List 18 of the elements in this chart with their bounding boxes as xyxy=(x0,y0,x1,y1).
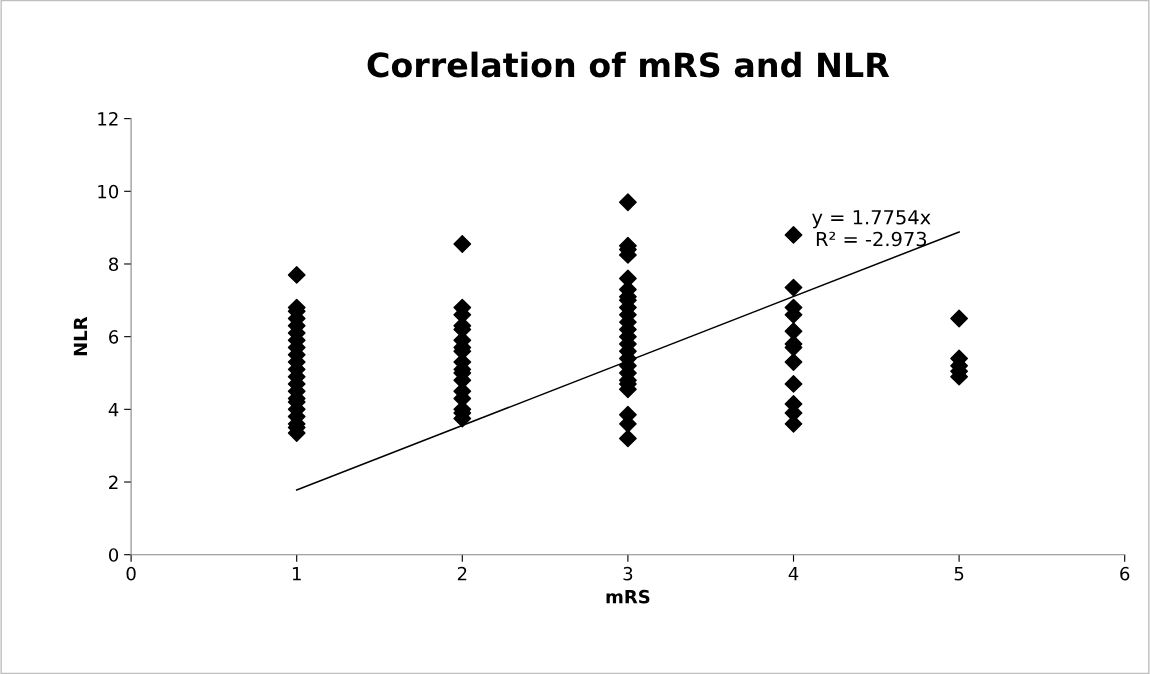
y-tick-label: 8 xyxy=(109,257,119,272)
y-tick-label: 0 xyxy=(109,548,119,562)
x-tick-label: 6 xyxy=(1120,566,1130,581)
y-tick-label: 10 xyxy=(98,184,119,199)
x-tick-label: 3 xyxy=(623,566,633,581)
chart-title: Correlation of mRS and NLR xyxy=(367,51,890,78)
y-tick-label: 2 xyxy=(109,475,118,489)
y-axis-title: NLR xyxy=(73,316,88,356)
annotation: y = 1.7754x R² = -2.973 xyxy=(812,210,931,247)
y-tick-label: 12 xyxy=(98,112,118,126)
x-tick-label: 5 xyxy=(954,567,964,581)
x-tick-label: 2 xyxy=(457,566,467,581)
x-axis-title: mRS xyxy=(606,589,650,604)
y-tick-label: 4 xyxy=(108,403,119,417)
x-tick-label: 0 xyxy=(126,566,136,581)
x-tick-label: 4 xyxy=(788,567,799,581)
x-tick-label: 1 xyxy=(292,567,301,581)
y-tick-label: 6 xyxy=(109,330,119,344)
